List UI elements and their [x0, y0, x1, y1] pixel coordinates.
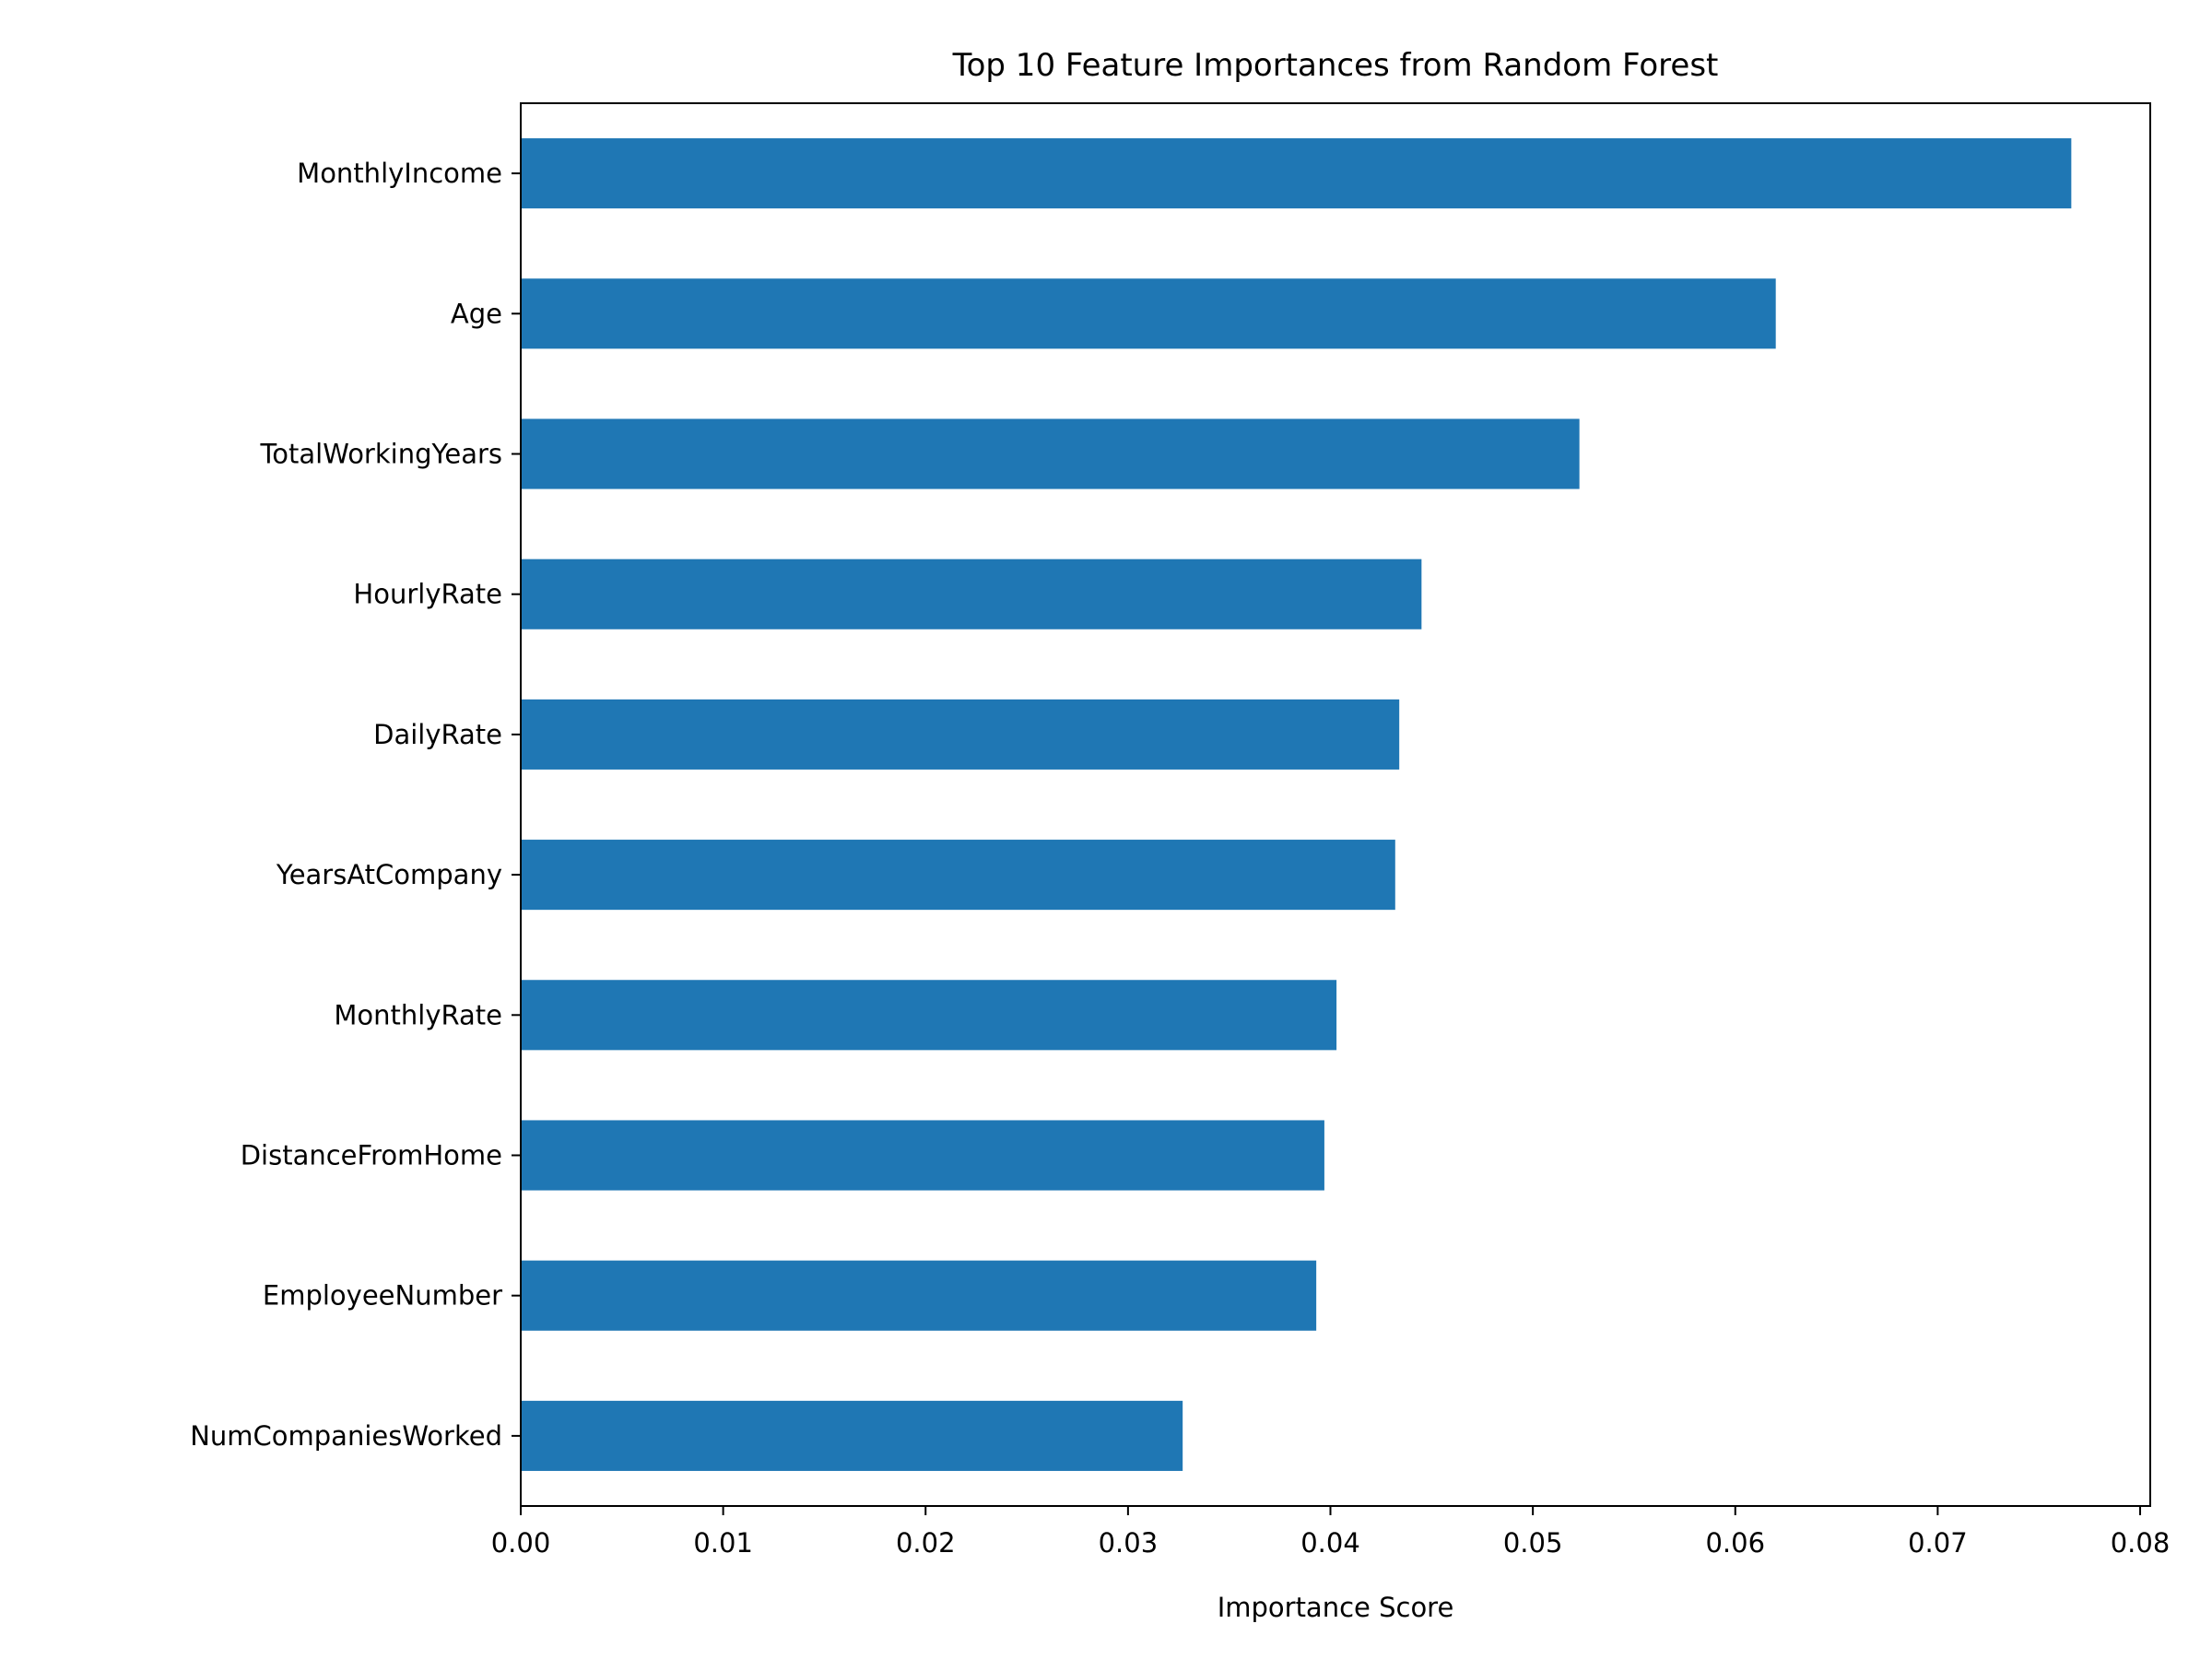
chart-title: Top 10 Feature Importances from Random F…	[952, 47, 1719, 84]
bar-DailyRate	[521, 699, 1400, 770]
bar-Age	[521, 278, 1776, 349]
bar-DistanceFromHome	[521, 1120, 1324, 1191]
y-tick-label: NumCompaniesWorked	[190, 1420, 502, 1452]
bars-group	[521, 138, 2072, 1471]
y-tick-label: EmployeeNumber	[263, 1280, 502, 1312]
bar-YearsAtCompany	[521, 840, 1395, 911]
x-axis-ticks: 0.00 0.01 0.02 0.03 0.04 0.05 0.06 0.07 0.08	[491, 1506, 2171, 1559]
x-tick-label: 0.06	[1705, 1527, 1765, 1559]
x-tick-label: 0.04	[1300, 1527, 1360, 1559]
bar-MonthlyIncome	[521, 138, 2072, 209]
y-tick-label: YearsAtCompany	[276, 859, 502, 890]
x-tick-label: 0.07	[1908, 1527, 1968, 1559]
y-axis-ticks: MonthlyIncome Age TotalWorkingYears HourlyR…	[190, 158, 521, 1452]
x-tick-label: 0.05	[1503, 1527, 1563, 1559]
x-tick-label: 0.00	[491, 1527, 551, 1559]
bar-HourlyRate	[521, 559, 1422, 629]
y-tick-label: HourlyRate	[353, 579, 502, 610]
x-tick-label: 0.01	[693, 1527, 753, 1559]
x-tick-label: 0.03	[1099, 1527, 1159, 1559]
y-tick-label: TotalWorkingYears	[259, 439, 502, 470]
bar-MonthlyRate	[521, 980, 1337, 1051]
x-tick-label: 0.02	[896, 1527, 956, 1559]
bar-EmployeeNumber	[521, 1260, 1317, 1331]
x-tick-label: 0.08	[2111, 1527, 2171, 1559]
bar-TotalWorkingYears	[521, 418, 1580, 489]
y-tick-label: MonthlyRate	[334, 999, 502, 1030]
x-axis-label: Importance Score	[1218, 1592, 1454, 1623]
y-tick-label: MonthlyIncome	[297, 158, 502, 189]
y-tick-label: DailyRate	[373, 719, 502, 750]
plot-frame	[520, 102, 2151, 1507]
bar-NumCompaniesWorked	[521, 1400, 1183, 1471]
y-tick-label: DistanceFromHome	[241, 1140, 502, 1171]
y-tick-label: Age	[451, 298, 502, 329]
